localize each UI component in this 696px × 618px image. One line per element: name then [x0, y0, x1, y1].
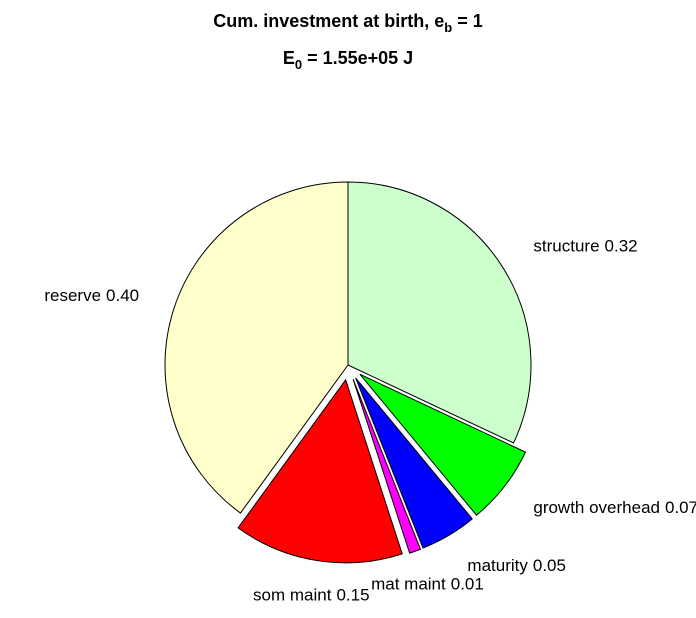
pie-slice [355, 377, 473, 549]
slice-name: mat maint [371, 575, 446, 594]
slice-name: reserve [44, 287, 101, 306]
title-subscript: 0 [295, 57, 302, 72]
title-text: Cum. investment at birth, e [213, 11, 444, 31]
pie-slice [359, 373, 527, 516]
slice-value: 0.07 [665, 498, 696, 517]
slice-value: 0.05 [533, 556, 566, 575]
slice-label: mat maint 0.01 [371, 575, 484, 594]
pie-slice [237, 378, 403, 564]
title-text: = 1.55e+05 J [302, 48, 413, 68]
title-text: E [283, 48, 295, 68]
title-text: = 1 [452, 11, 483, 31]
slice-name: structure [533, 237, 599, 256]
slice-name: growth overhead [533, 498, 660, 517]
title-subscript: b [444, 20, 452, 35]
slice-name: som maint [253, 586, 332, 605]
slice-name: maturity [467, 556, 528, 575]
slice-label: reserve 0.40 [44, 287, 139, 306]
slice-label: maturity 0.05 [467, 556, 566, 575]
pie-slice [352, 378, 422, 554]
slice-value: 0.32 [605, 237, 638, 256]
chart-title: E0 = 1.55e+05 J [283, 48, 413, 73]
pie-slice [164, 181, 349, 514]
chart-title: Cum. investment at birth, eb = 1 [213, 11, 483, 36]
slice-value: 0.15 [336, 586, 369, 605]
slice-label: growth overhead 0.07 [533, 498, 696, 517]
slice-value: 0.40 [106, 287, 139, 306]
slice-value: 0.01 [451, 575, 484, 594]
slice-label: som maint 0.15 [253, 586, 370, 605]
slice-label: structure 0.32 [533, 237, 637, 256]
pie-slice [347, 181, 532, 444]
